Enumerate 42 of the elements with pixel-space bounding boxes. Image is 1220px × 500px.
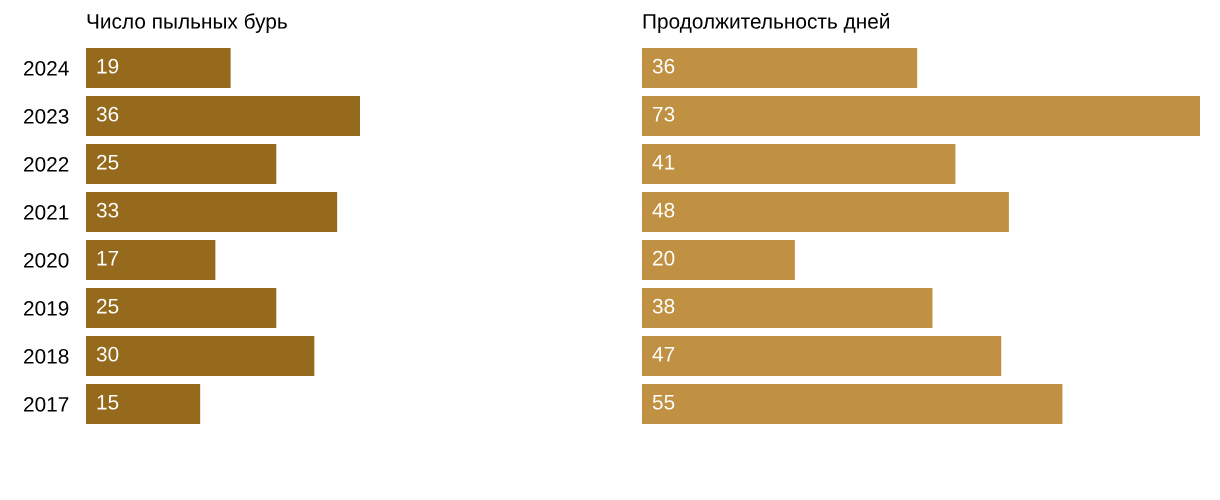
bar bbox=[642, 48, 918, 88]
bar bbox=[86, 384, 201, 424]
data-label: 36 bbox=[652, 58, 675, 74]
bar bbox=[86, 240, 216, 280]
bar bbox=[642, 144, 956, 184]
data-label: 36 bbox=[96, 106, 119, 122]
y-tick-label: 2017 bbox=[24, 397, 69, 412]
y-tick-label: 2020 bbox=[24, 253, 69, 268]
data-label: 15 bbox=[97, 395, 119, 410]
y-tick-label: 2018 bbox=[24, 349, 69, 364]
data-label: 33 bbox=[96, 202, 119, 218]
chart-title: Число пыльных бурь bbox=[87, 13, 287, 33]
bar bbox=[86, 144, 277, 184]
y-tick-label: 2019 bbox=[24, 301, 69, 316]
bar bbox=[86, 48, 231, 88]
bar bbox=[86, 96, 360, 136]
bar bbox=[642, 240, 795, 280]
data-label: 55 bbox=[652, 395, 675, 410]
data-label: 41 bbox=[652, 155, 675, 170]
y-tick-label: 2024 bbox=[24, 61, 69, 76]
data-label: 30 bbox=[96, 346, 119, 362]
bar bbox=[86, 192, 338, 232]
data-label: 17 bbox=[97, 251, 119, 266]
y-tick-label: 2021 bbox=[24, 205, 69, 220]
data-label: 48 bbox=[652, 202, 675, 218]
data-label: 20 bbox=[653, 250, 675, 266]
bar bbox=[86, 288, 277, 328]
y-tick-label: 2022 bbox=[24, 157, 69, 172]
data-label: 38 bbox=[652, 298, 675, 314]
bar bbox=[86, 336, 315, 376]
bar bbox=[642, 96, 1200, 136]
data-label: 73 bbox=[653, 106, 675, 122]
bar bbox=[642, 288, 933, 328]
data-label: 47 bbox=[652, 347, 675, 362]
bar bbox=[642, 336, 1002, 376]
data-label: 25 bbox=[97, 154, 119, 170]
data-label: 19 bbox=[97, 58, 119, 74]
chart-title: Продолжительность дней bbox=[643, 13, 890, 33]
y-tick-label: 2023 bbox=[24, 109, 69, 124]
bar bbox=[642, 384, 1063, 424]
bar bbox=[642, 192, 1009, 232]
data-label: 25 bbox=[97, 298, 119, 314]
